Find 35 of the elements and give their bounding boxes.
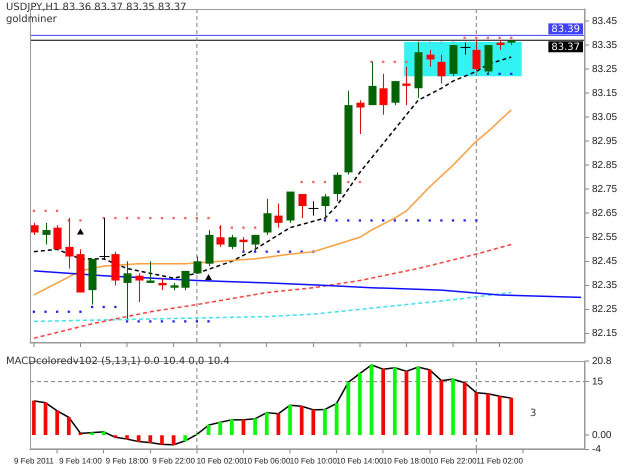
y-tick-label: 83.05	[592, 112, 618, 123]
x-tick-label: 9 Feb 18:00	[106, 456, 149, 466]
x-tick-label: 10 Feb 02:00	[196, 456, 244, 466]
y-tick-label: 82.45	[592, 256, 618, 268]
x-tick-label: 9 Feb 22:00	[152, 456, 196, 466]
ref-line-label: 83.39	[551, 24, 580, 36]
y-tick-label: 0.00	[592, 430, 612, 441]
y-tick-label: 82.75	[592, 184, 618, 195]
y-tick-label: 82.55	[592, 232, 618, 244]
y-tick-label: 20.8	[592, 356, 612, 367]
y-tick-label: 83.45	[592, 16, 618, 27]
x-tick-label: 10 Feb 14:00	[336, 456, 384, 466]
y-tick-label: 83.15	[592, 88, 618, 99]
y-tick-label: 82.35	[592, 280, 618, 292]
annotation: 3	[530, 408, 536, 419]
x-tick-label: 10 Feb 22:00	[429, 456, 478, 466]
x-tick-label: 10 Feb 18:00	[382, 456, 431, 466]
y-tick-label: 82.15	[592, 328, 618, 340]
y-tick-label: 82.65	[592, 208, 618, 219]
y-tick-label: 83.25	[592, 64, 618, 75]
annotation: USDJPY,H1 83.36 83.37 83.35 83.37	[6, 2, 187, 13]
y-tick-label: 82.25	[592, 304, 618, 316]
y-tick-label: -4	[592, 444, 602, 456]
x-tick-label: 9 Feb 2011	[14, 456, 54, 466]
x-tick-label: 10 Feb 06:00	[243, 456, 291, 466]
annotation: goldminer	[6, 14, 57, 25]
y-tick-label: 82.85	[592, 160, 618, 171]
annotation: MACDcoloredv102 (5,13,1) 0.0 10.4 0.0 10.4	[6, 356, 230, 367]
x-tick-label: 9 Feb 14:00	[59, 456, 102, 466]
y-tick-label: 15	[592, 376, 604, 388]
y-tick-label: 83.35	[592, 40, 618, 51]
ref-line-label: 83.37	[551, 42, 580, 53]
x-tick-label: 10 Feb 10:00	[290, 456, 338, 466]
y-tick-label: 82.95	[592, 136, 618, 147]
x-tick-label: 11 Feb 02:00	[476, 456, 524, 466]
